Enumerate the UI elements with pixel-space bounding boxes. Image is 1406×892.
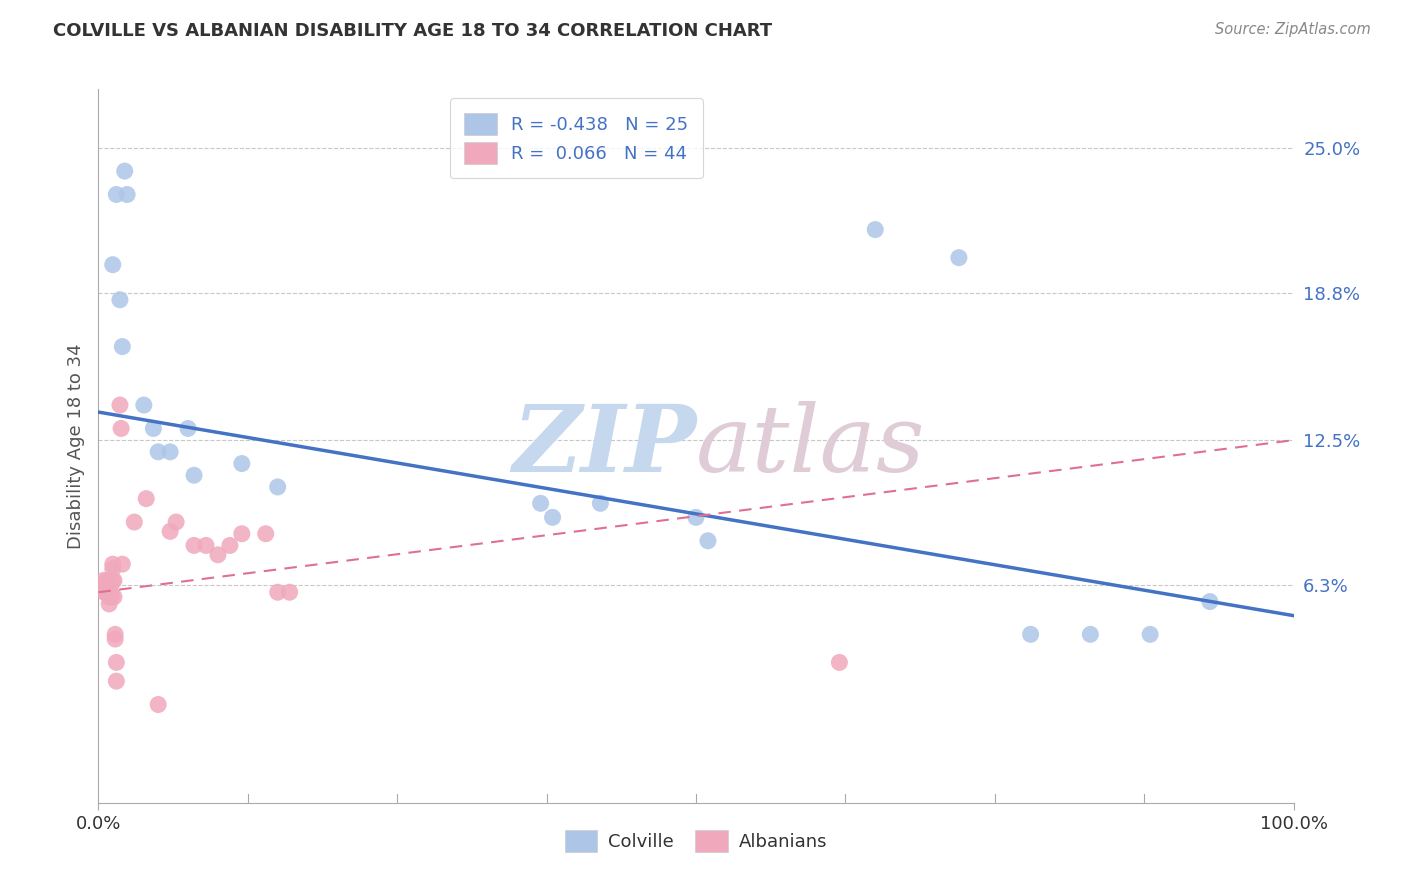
Text: Source: ZipAtlas.com: Source: ZipAtlas.com bbox=[1215, 22, 1371, 37]
Point bbox=[105, 656, 128, 670]
Point bbox=[93, 578, 115, 592]
Point bbox=[97, 578, 120, 592]
Point bbox=[219, 538, 242, 552]
Point bbox=[111, 340, 134, 354]
Point bbox=[98, 597, 121, 611]
Point bbox=[101, 562, 124, 576]
Point bbox=[195, 538, 218, 552]
Point bbox=[115, 187, 138, 202]
Legend: Colville, Albanians: Colville, Albanians bbox=[553, 818, 839, 865]
Point bbox=[685, 510, 707, 524]
Point bbox=[104, 632, 127, 646]
Point bbox=[101, 258, 124, 272]
Point bbox=[103, 590, 125, 604]
Point bbox=[98, 590, 121, 604]
Point bbox=[865, 222, 887, 236]
Point bbox=[91, 578, 114, 592]
Point bbox=[1139, 627, 1161, 641]
Point bbox=[124, 515, 146, 529]
Point bbox=[94, 585, 117, 599]
Point bbox=[183, 538, 205, 552]
Point bbox=[177, 421, 200, 435]
Point bbox=[98, 578, 122, 592]
Point bbox=[183, 468, 205, 483]
Point bbox=[159, 445, 181, 459]
Point bbox=[148, 445, 170, 459]
Point bbox=[98, 578, 122, 592]
Point bbox=[101, 557, 124, 571]
Point bbox=[231, 526, 253, 541]
Text: atlas: atlas bbox=[696, 401, 925, 491]
Point bbox=[948, 251, 970, 265]
Point bbox=[142, 421, 165, 435]
Point bbox=[103, 574, 125, 588]
Y-axis label: Disability Age 18 to 34: Disability Age 18 to 34 bbox=[66, 343, 84, 549]
Point bbox=[97, 585, 120, 599]
Point bbox=[93, 585, 115, 599]
Point bbox=[96, 578, 118, 592]
Point bbox=[93, 578, 115, 592]
Point bbox=[1199, 594, 1222, 608]
Point bbox=[114, 164, 136, 178]
Point bbox=[697, 533, 720, 548]
Text: ZIP: ZIP bbox=[512, 401, 696, 491]
Point bbox=[165, 515, 187, 529]
Point bbox=[231, 457, 253, 471]
Point bbox=[105, 187, 128, 202]
Point bbox=[1080, 627, 1102, 641]
Point bbox=[278, 585, 301, 599]
Point bbox=[828, 656, 851, 670]
Point bbox=[111, 557, 134, 571]
Text: COLVILLE VS ALBANIAN DISABILITY AGE 18 TO 34 CORRELATION CHART: COLVILLE VS ALBANIAN DISABILITY AGE 18 T… bbox=[53, 22, 772, 40]
Point bbox=[159, 524, 181, 539]
Point bbox=[98, 585, 122, 599]
Point bbox=[108, 398, 131, 412]
Point bbox=[148, 698, 170, 712]
Point bbox=[100, 590, 122, 604]
Point bbox=[104, 627, 127, 641]
Point bbox=[267, 480, 290, 494]
Point bbox=[135, 491, 157, 506]
Point bbox=[96, 574, 118, 588]
Point bbox=[94, 578, 117, 592]
Point bbox=[589, 496, 612, 510]
Point bbox=[91, 574, 114, 588]
Point bbox=[267, 585, 290, 599]
Point bbox=[132, 398, 155, 412]
Point bbox=[110, 421, 132, 435]
Point bbox=[530, 496, 553, 510]
Point bbox=[98, 585, 122, 599]
Point bbox=[207, 548, 229, 562]
Point bbox=[101, 574, 124, 588]
Point bbox=[541, 510, 564, 524]
Point bbox=[1019, 627, 1042, 641]
Point bbox=[254, 526, 277, 541]
Point bbox=[108, 293, 131, 307]
Point bbox=[105, 674, 128, 689]
